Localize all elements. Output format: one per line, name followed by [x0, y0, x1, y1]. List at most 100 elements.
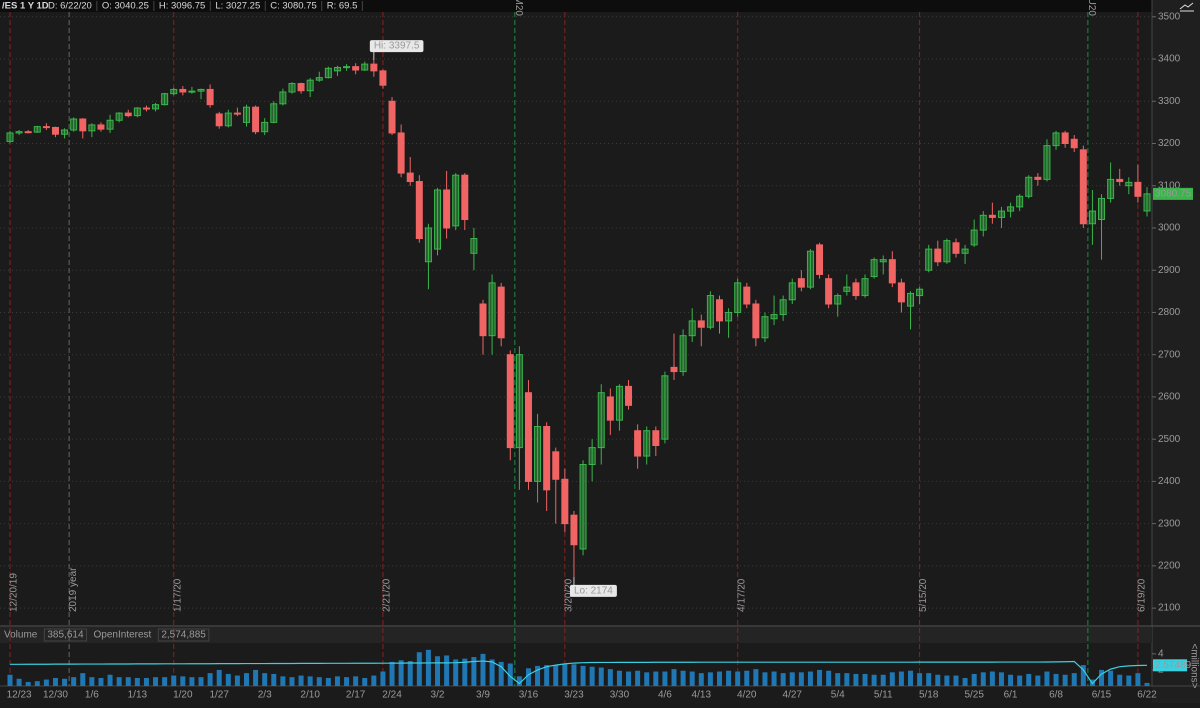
- volume-bar: [225, 673, 231, 686]
- candle-body: [816, 244, 824, 275]
- x-tick-label: 3/2: [431, 690, 445, 701]
- volume-bar: [298, 675, 304, 686]
- candle-body: [888, 259, 896, 284]
- volume-bar: [425, 649, 431, 686]
- price-tag-label: 3080.75: [1155, 189, 1192, 200]
- candle-body: [1125, 181, 1133, 187]
- candle-body: [206, 88, 214, 106]
- volume-bar: [453, 659, 459, 686]
- candle-body: [1007, 206, 1015, 212]
- candle-body: [461, 174, 469, 221]
- candle-body: [252, 106, 260, 133]
- drawing-tool-icon[interactable]: [1179, 2, 1194, 12]
- candle-body: [579, 464, 587, 550]
- volume-bar: [16, 678, 22, 686]
- volume-bar: [7, 674, 13, 686]
- volume-bar: [71, 677, 77, 686]
- candle-body: [324, 67, 332, 79]
- volume-bar: [234, 675, 240, 686]
- volume-bar: [835, 673, 841, 686]
- volume-bar: [243, 673, 249, 686]
- candle-body: [51, 126, 59, 135]
- volume-bar: [616, 670, 622, 686]
- candle-body: [706, 295, 714, 328]
- candle-body: [479, 303, 487, 337]
- volume-bar: [817, 669, 823, 686]
- candle-body: [297, 83, 305, 92]
- candle-body: [779, 299, 787, 316]
- volume-bar: [644, 672, 650, 686]
- candle-body: [379, 70, 387, 86]
- volume-bar: [562, 664, 568, 686]
- candle-body: [315, 77, 323, 81]
- candle-body: [861, 278, 869, 297]
- volume-bar: [553, 665, 559, 686]
- candle-body: [1034, 176, 1042, 180]
- x-tick-label: 4/13: [692, 690, 712, 701]
- candle-body: [170, 88, 178, 95]
- volume-bar: [789, 672, 795, 686]
- symbol: /ES 1 Y 1D: [2, 1, 49, 12]
- volume-bar: [89, 677, 95, 686]
- event-label: 3/20/20: [563, 578, 574, 612]
- candle-body: [497, 286, 505, 339]
- y-tick-label: 2700: [1158, 349, 1181, 360]
- candle-body: [725, 311, 733, 322]
- volume-bar: [25, 681, 31, 686]
- candle-body: [279, 91, 287, 105]
- candle-body: [188, 90, 196, 93]
- header-field: R: 69.5: [327, 1, 358, 12]
- candle-body: [115, 112, 123, 121]
- candle-body: [61, 129, 69, 135]
- event-label: 12/20/19: [9, 573, 20, 612]
- volume-bar: [1044, 671, 1050, 686]
- volume-bar: [344, 677, 350, 686]
- oi-tag-label: 2.57489: [1155, 660, 1192, 671]
- volume-bar: [680, 670, 686, 686]
- volume-bar: [34, 681, 40, 686]
- candle-body: [15, 131, 23, 134]
- x-tick-label: 12/23: [7, 690, 32, 701]
- x-tick-label: 12/30: [43, 690, 68, 701]
- candle-body: [1134, 181, 1142, 197]
- candle-body: [233, 112, 241, 115]
- x-tick-label: 5/4: [831, 690, 845, 701]
- candle-body: [161, 93, 169, 106]
- candle-body: [743, 286, 751, 305]
- candle-body: [852, 282, 860, 297]
- annotation-box: [369, 40, 424, 53]
- candle-body: [1143, 193, 1151, 212]
- y-tick-label: 2100: [1158, 603, 1181, 614]
- volume-bar: [307, 676, 313, 686]
- volume-bar: [334, 676, 340, 686]
- candle-body: [88, 124, 96, 132]
- volume-bar: [953, 675, 959, 686]
- y-tick-label: 2300: [1158, 518, 1181, 529]
- candle-body: [670, 366, 678, 373]
- candle-body: [570, 514, 578, 546]
- y-tick-label: 3400: [1158, 54, 1181, 65]
- volume-bar: [153, 677, 159, 686]
- x-tick-label: 2/17: [346, 690, 366, 701]
- annotation-text: Hi: 3397.5: [374, 41, 420, 52]
- candle-body: [806, 250, 814, 288]
- candle-body: [734, 282, 742, 313]
- volume-bar: [1144, 682, 1150, 686]
- volume-bar: [926, 673, 932, 686]
- volume-bar: [189, 677, 195, 686]
- y-tick-label: 3500: [1158, 11, 1181, 22]
- event-label: 2/21/20: [382, 578, 393, 612]
- volume-bar: [662, 671, 668, 686]
- candle-body: [142, 107, 150, 110]
- y-tick-label: 2500: [1158, 434, 1181, 445]
- volume-bar: [507, 663, 513, 686]
- annotation: Lo: 2174: [569, 584, 617, 597]
- volume-bar: [689, 671, 695, 686]
- candle-body: [925, 248, 933, 271]
- candle-body: [615, 385, 623, 421]
- candle-body: [1052, 132, 1060, 147]
- volume-bar: [1099, 669, 1105, 686]
- candle-body: [443, 189, 451, 229]
- x-tick-label: 6/15: [1092, 690, 1112, 701]
- candle-body: [470, 238, 478, 254]
